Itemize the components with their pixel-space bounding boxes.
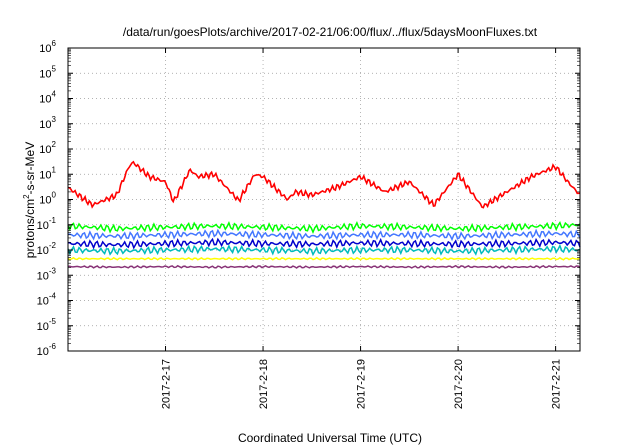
y-tick-exponent: -3 (49, 266, 57, 275)
y-tick-label: 103 (39, 115, 56, 131)
y-tick-exponent: 5 (52, 64, 57, 73)
y-tick-label: 10-6 (37, 342, 57, 358)
y-tick-exponent: 3 (52, 115, 57, 124)
y-tick-exponent: 6 (52, 39, 57, 48)
y-tick-exponent: -5 (49, 317, 57, 326)
y-tick-base: 10 (39, 169, 51, 181)
y-axis-label: protons/cm2-s-sr-MeV (22, 142, 37, 258)
y-tick-base: 10 (39, 68, 51, 80)
y-tick-label: 104 (39, 90, 56, 106)
y-axis-label-base: protons/cm (23, 199, 37, 258)
y-tick-exponent: -4 (49, 292, 57, 301)
y-tick-label: 101 (39, 165, 56, 181)
x-axis-label: Coordinated Universal Time (UTC) (238, 431, 422, 445)
y-tick-exponent: -1 (49, 216, 57, 225)
y-tick-label: 106 (39, 39, 56, 55)
y-tick-exponent: 2 (52, 140, 57, 149)
y-tick-base: 10 (37, 270, 49, 282)
y-tick-exponent: 1 (52, 165, 57, 174)
y-tick-exponent: 0 (52, 191, 57, 200)
y-tick-label: 10-4 (37, 292, 57, 308)
series-line-6 (67, 264, 581, 269)
y-tick-base: 10 (37, 346, 49, 358)
y-axis-label-rest: -s-sr-MeV (23, 142, 37, 195)
y-tick-base: 10 (39, 94, 51, 106)
x-tick-label: 2017-2-18 (258, 359, 270, 409)
x-tick-label: 2017-2-20 (453, 359, 465, 409)
y-tick-label: 100 (39, 191, 56, 207)
y-tick-base: 10 (39, 43, 51, 55)
y-axis-label-superscript: 2 (22, 194, 31, 199)
x-tick-label: 2017-2-21 (551, 359, 563, 409)
y-tick-label: 10-5 (37, 317, 57, 333)
y-tick-base: 10 (39, 119, 51, 131)
y-tick-label: 10-1 (37, 216, 57, 232)
y-tick-base: 10 (37, 321, 49, 333)
y-tick-label: 105 (39, 64, 56, 80)
y-tick-base: 10 (39, 195, 51, 207)
grid-lines (68, 48, 580, 351)
y-tick-exponent: 4 (52, 90, 57, 99)
y-tick-exponent: -6 (49, 342, 57, 351)
y-axis-ticks: 10-610-510-410-310-210-11001011021031041… (37, 39, 580, 358)
series-line-1 (67, 220, 581, 235)
chart-title: /data/run/goesPlots/archive/2017-02-21/0… (123, 25, 538, 39)
series-line-3 (67, 243, 581, 257)
data-series (67, 160, 581, 269)
x-axis-ticks: 2017-2-17 2017-2-18 2017-2-19 2017-2-20 2017… (161, 48, 563, 409)
y-tick-base: 10 (37, 296, 49, 308)
y-tick-base: 10 (39, 144, 51, 156)
x-tick-label: 2017-2-17 (161, 359, 173, 409)
series-line-2 (67, 228, 581, 242)
y-tick-label: 102 (39, 140, 56, 156)
y-tick-base: 10 (37, 245, 49, 257)
y-tick-label: 10-3 (37, 266, 57, 282)
series-line-5 (67, 256, 581, 261)
y-tick-label: 10-2 (37, 241, 57, 257)
y-tick-base: 10 (37, 220, 49, 232)
y-tick-exponent: -2 (49, 241, 57, 250)
x-tick-label: 2017-2-19 (356, 359, 368, 409)
series-line-0 (67, 160, 581, 209)
series-line-4 (67, 237, 581, 250)
